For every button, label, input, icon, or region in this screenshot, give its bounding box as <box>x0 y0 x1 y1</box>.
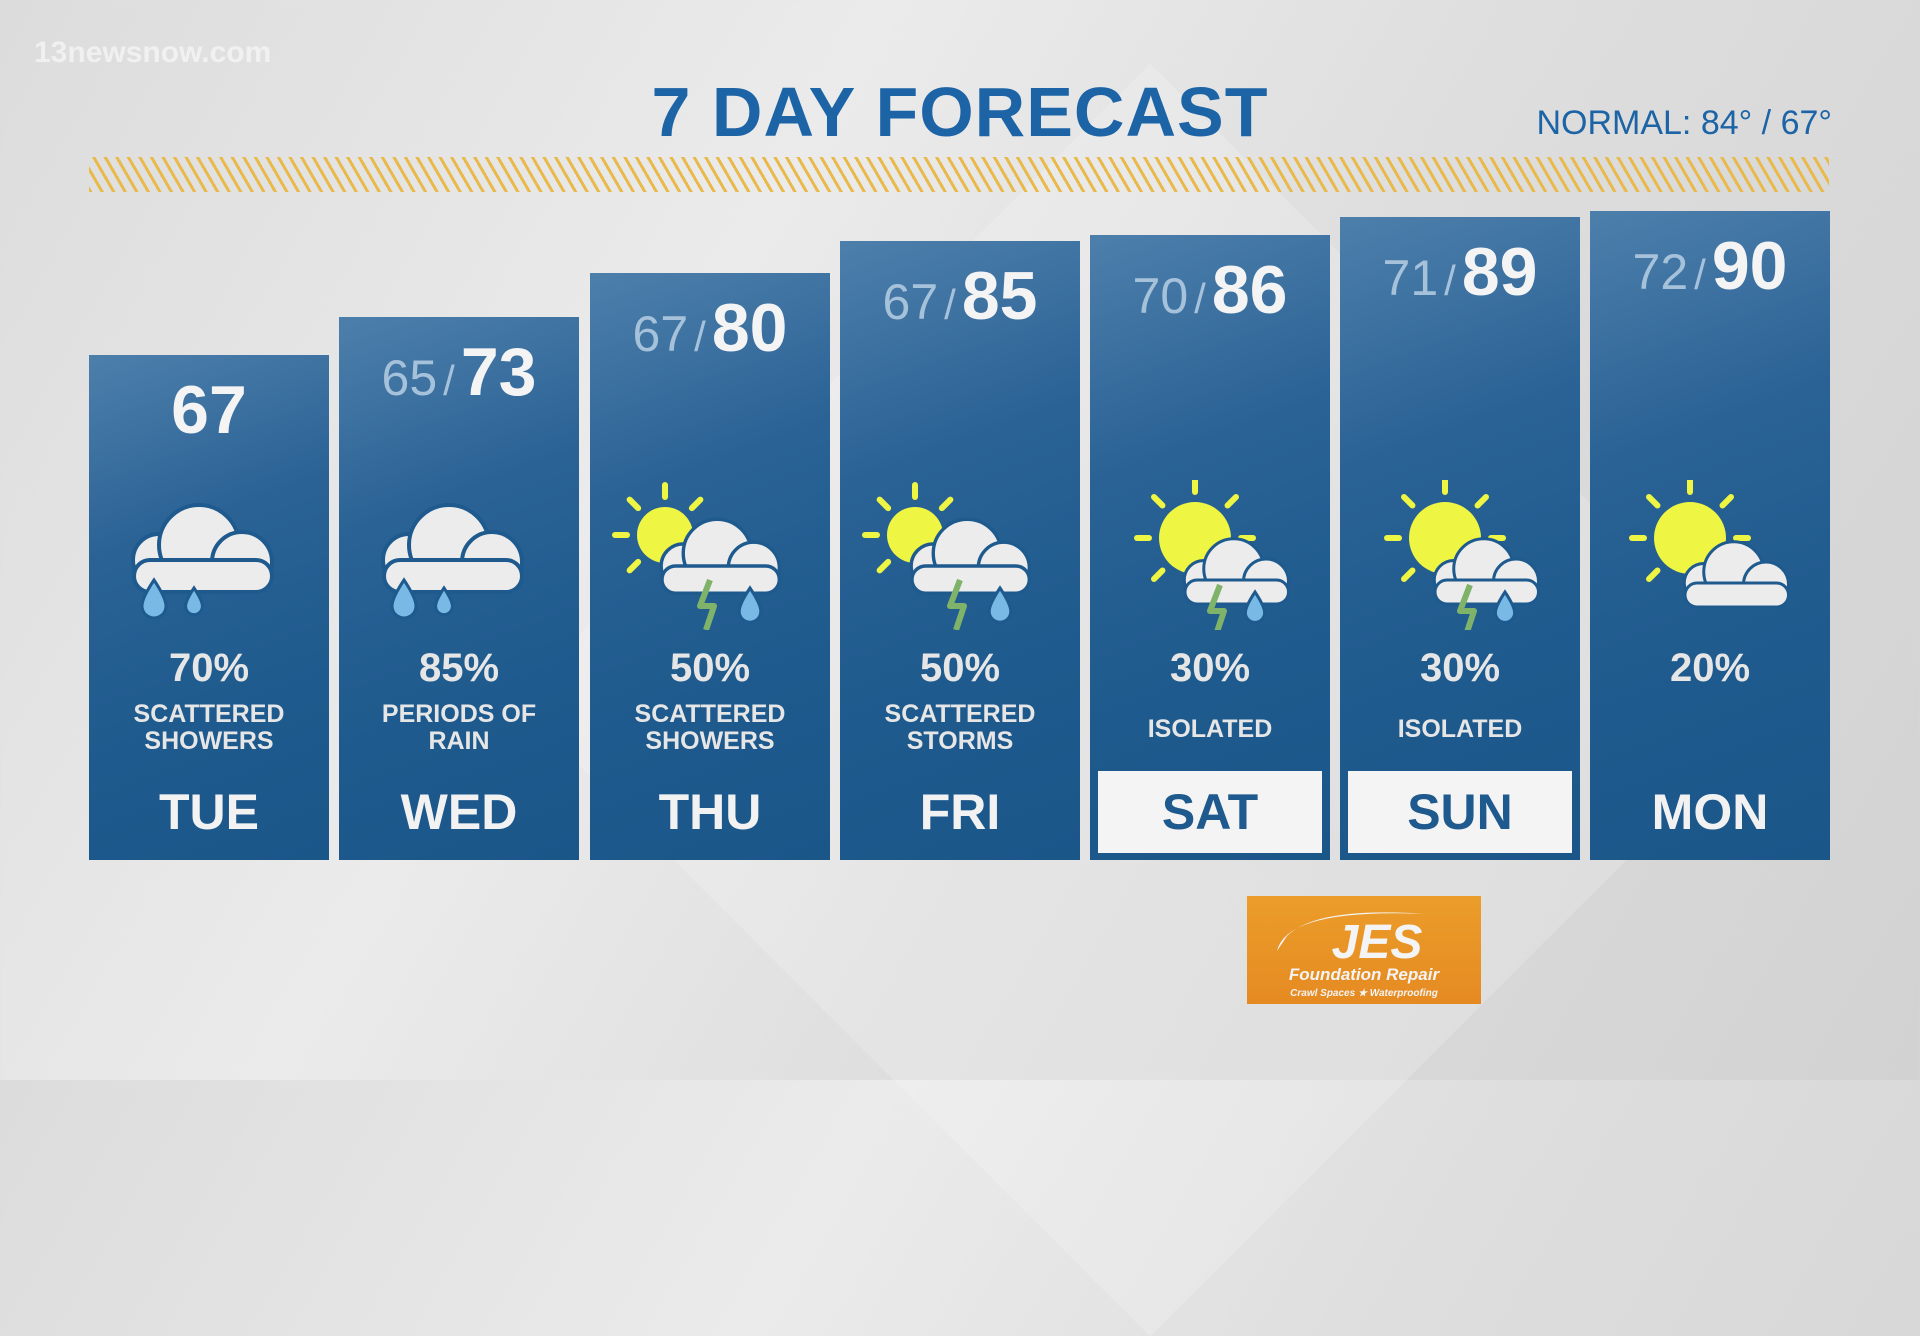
temperatures: 67/85 <box>840 257 1080 335</box>
precip-chance: 50% <box>919 646 1001 690</box>
precip-chance: 30% <box>1419 646 1501 690</box>
sponsor-logo: JES Foundation Repair Crawl Spaces ★ Wat… <box>1247 896 1481 1004</box>
partly-sunny-storm-icon <box>862 482 1032 630</box>
condition-text: ISOLATED <box>1147 715 1273 743</box>
day-label: THU <box>658 784 762 840</box>
day-column-tue[interactable]: 67 70% SCATTERED SHOWERS TUE <box>89 355 329 860</box>
day-column-sun[interactable]: 71/89 30% ISOLATED SUN <box>1340 217 1580 860</box>
condition-line: SHOWERS <box>645 727 775 755</box>
low-temp: 70 <box>1132 268 1189 324</box>
condition-line: SHOWERS <box>144 727 274 755</box>
condition-text: SCATTERED SHOWERS <box>89 701 329 755</box>
sunny-storm-icon <box>1384 480 1540 630</box>
sunny-storm-icon <box>1134 480 1290 630</box>
temperatures: 72/90 <box>1590 227 1830 305</box>
temp-separator: / <box>443 357 455 404</box>
precip-chance: 50% <box>669 646 751 690</box>
day-label: SUN <box>1348 771 1572 853</box>
sponsor-name: JES <box>1332 916 1423 969</box>
temperatures: 65/73 <box>339 333 579 411</box>
low-temp: 67 <box>632 306 689 362</box>
condition-text: PERIODS OF RAIN <box>339 701 579 755</box>
precip-chance: 30% <box>1169 646 1251 690</box>
condition-text: SCATTERED SHOWERS <box>590 701 830 755</box>
condition-text: ISOLATED <box>1397 715 1523 743</box>
day-column-sat[interactable]: 70/86 30% ISOLATED SAT <box>1090 235 1330 860</box>
low-temp: 65 <box>381 350 438 406</box>
temp-separator: / <box>1694 251 1706 298</box>
page-title: 7 DAY FORECAST <box>651 73 1269 151</box>
day-label: MON <box>1651 784 1769 840</box>
low-temp: 72 <box>1632 244 1689 300</box>
precip-chance: 85% <box>418 646 500 690</box>
watermark: 13newsnow.com <box>34 36 272 69</box>
temperatures: 71/89 <box>1340 233 1580 311</box>
condition-line: RAIN <box>428 727 490 755</box>
day-label: FRI <box>919 784 1001 840</box>
sponsor-line2: Crawl Spaces ★ Waterproofing <box>1290 988 1438 999</box>
day-column-fri[interactable]: 67/85 50% SCATTERED STORMS FRI <box>840 241 1080 860</box>
high-temp: 85 <box>961 258 1038 334</box>
partly-sunny-storm-icon <box>612 482 782 630</box>
high-temp: 80 <box>711 290 788 366</box>
day-label: SAT <box>1098 771 1322 853</box>
normal-temps: NORMAL: 84° / 67° <box>1536 104 1832 142</box>
temperatures: 67 <box>89 371 329 449</box>
high-temp: 73 <box>460 334 537 410</box>
high-temp: 86 <box>1211 252 1288 328</box>
high-temp: 89 <box>1461 234 1538 310</box>
condition-text: SCATTERED STORMS <box>840 701 1080 755</box>
temperatures: 70/86 <box>1090 251 1330 329</box>
day-label: TUE <box>159 784 259 840</box>
condition-line: STORMS <box>906 727 1014 755</box>
temp-separator: / <box>944 281 956 328</box>
rain-cloud-icon <box>381 503 524 620</box>
condition-line: PERIODS OF <box>381 700 537 728</box>
temp-separator: / <box>1444 257 1456 304</box>
sponsor-line1: Foundation Repair <box>1289 965 1441 984</box>
divider-stripe <box>89 157 1829 192</box>
jes-logo-icon: JES Foundation Repair Crawl Spaces ★ Wat… <box>1277 912 1441 999</box>
sun-cloud-icon <box>1629 480 1790 609</box>
condition-line: SCATTERED <box>634 700 786 728</box>
temperatures: 67/80 <box>590 289 830 367</box>
temp-separator: / <box>1194 275 1206 322</box>
precip-chance: 70% <box>168 646 250 690</box>
day-column-thu[interactable]: 67/80 50% SCATTERED SHOWERS THU <box>590 273 830 860</box>
day-label: WED <box>400 784 518 840</box>
high-temp: 90 <box>1711 228 1788 304</box>
rain-cloud-icon <box>131 503 274 620</box>
high-temp: 67 <box>171 372 247 448</box>
condition-line: SCATTERED <box>884 700 1036 728</box>
low-temp: 67 <box>882 274 939 330</box>
low-temp: 71 <box>1382 250 1439 306</box>
precip-chance: 20% <box>1669 646 1751 690</box>
day-column-wed[interactable]: 65/73 85% PERIODS OF RAIN WED <box>339 317 579 860</box>
condition-line: SCATTERED <box>133 700 285 728</box>
temp-separator: / <box>694 313 706 360</box>
day-column-mon[interactable]: 72/90 20% MON <box>1590 211 1830 860</box>
